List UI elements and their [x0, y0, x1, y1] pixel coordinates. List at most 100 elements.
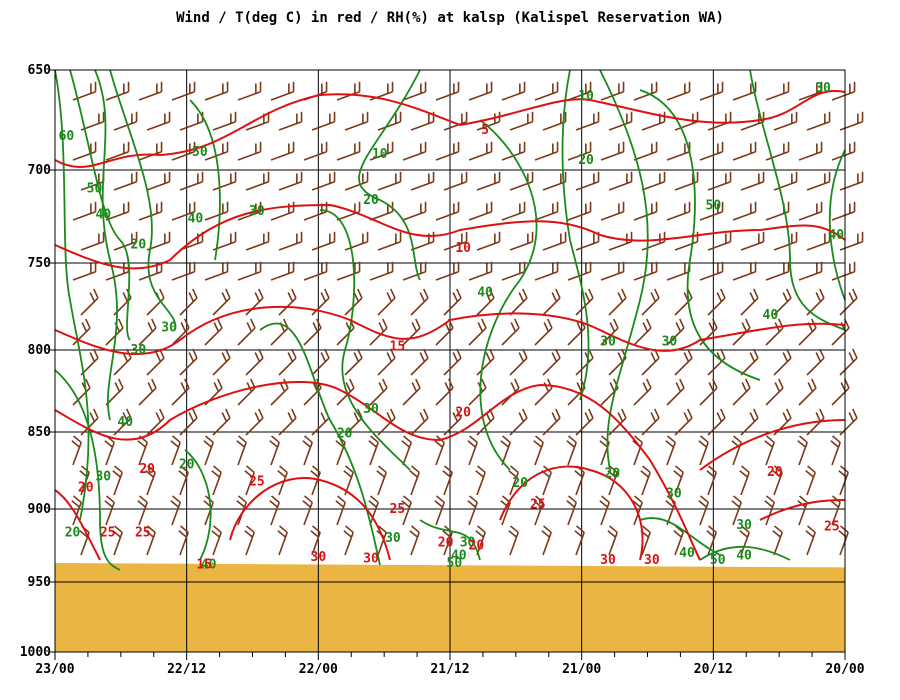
wind-barb	[732, 271, 756, 281]
rh-contour	[94, 69, 118, 421]
wind-barb-feather	[533, 500, 543, 508]
wind-barb	[138, 151, 162, 161]
wind-barb	[699, 211, 723, 221]
rh-contour-label: 40	[736, 549, 752, 564]
wind-barb	[839, 241, 863, 251]
wind-barb-feather	[739, 470, 749, 478]
wind-barb-feather	[246, 525, 255, 534]
wind-barb-feather	[343, 470, 353, 478]
wind-barb	[798, 442, 808, 466]
wind-barb-feather	[634, 435, 643, 444]
wind-barb-feather	[403, 495, 412, 504]
wind-barb-feather	[753, 348, 759, 359]
wind-barb	[839, 181, 863, 191]
wind-barb	[171, 211, 195, 221]
wind-barb	[369, 271, 393, 281]
wind-barb-feather	[386, 292, 393, 302]
wind-barb-feather	[774, 382, 781, 392]
wind-barb	[336, 502, 346, 526]
wind-barb	[171, 91, 195, 101]
wind-barb-feather	[434, 500, 444, 508]
wind-barb	[534, 502, 544, 526]
wind-barb	[773, 241, 797, 251]
wind-barb-feather	[584, 292, 591, 302]
wind-barb-feather	[353, 292, 360, 302]
wind-barb-feather	[467, 440, 477, 448]
wind-barb-feather	[683, 352, 690, 362]
wind-barb	[666, 211, 690, 221]
wind-barb-feather	[93, 348, 99, 359]
wind-barb-feather	[852, 288, 858, 299]
wind-barb-feather	[304, 435, 313, 444]
rh-contour-label: 30	[662, 334, 678, 349]
wind-barb-feather	[646, 318, 652, 329]
wind-barb-feather	[665, 440, 675, 448]
wind-barb-feather	[485, 292, 492, 302]
temperature-contour	[499, 465, 644, 561]
wind-barb	[344, 357, 363, 376]
wind-barb-feather	[815, 292, 822, 302]
rh-contour	[599, 69, 649, 471]
wind-barb	[509, 532, 519, 556]
wind-barb-feather	[510, 465, 519, 474]
wind-barb	[245, 417, 264, 436]
wind-barb-feather	[708, 525, 717, 534]
wind-barb	[806, 121, 830, 131]
wind-barb	[204, 271, 228, 281]
rh-contour	[639, 89, 761, 381]
wind-barb	[798, 502, 808, 526]
wind-barb-feather	[720, 288, 726, 299]
wind-barb	[534, 387, 553, 406]
wind-barb-feather	[522, 348, 528, 359]
wind-barb	[146, 297, 165, 316]
wind-barb-feather	[698, 500, 708, 508]
wind-barb-feather	[535, 435, 544, 444]
wind-barb-feather	[370, 435, 379, 444]
wind-barb	[707, 181, 731, 191]
wind-barb-feather	[683, 412, 690, 422]
wind-barb-feather	[213, 465, 222, 474]
wind-barb-feather	[390, 288, 396, 299]
rh-contour-label: 50	[706, 198, 722, 213]
y-tick-label: 750	[28, 256, 52, 271]
wind-barb-feather	[122, 412, 129, 422]
wind-barb-feather	[716, 292, 723, 302]
wind-barb-feather	[448, 378, 454, 389]
wind-barb	[336, 327, 355, 346]
wind-barb-feather	[178, 470, 188, 478]
rh-contour	[319, 209, 411, 471]
wind-barb	[575, 417, 594, 436]
wind-barb-feather	[184, 318, 190, 329]
rh-contour-label: 20	[605, 467, 621, 482]
wind-barb-feather	[180, 382, 187, 392]
wind-barb	[674, 417, 693, 436]
wind-barb	[138, 442, 148, 466]
wind-barb-feather	[419, 352, 426, 362]
wind-barb	[369, 211, 393, 221]
wind-barb-feather	[650, 292, 657, 302]
rh-contour	[561, 69, 590, 401]
wind-barb-feather	[543, 382, 550, 392]
wind-barb-feather	[786, 348, 792, 359]
wind-barb	[369, 151, 393, 161]
wind-barb-feather	[640, 470, 650, 478]
wind-barb	[608, 532, 618, 556]
rh-contour-label: 40	[201, 557, 217, 572]
wind-barb	[732, 502, 742, 526]
wind-barb-feather	[786, 288, 792, 299]
rh-contour	[69, 69, 131, 341]
wind-barb	[600, 327, 619, 346]
wind-barb-feather	[452, 292, 459, 302]
wind-barb	[501, 211, 525, 221]
temperature-contour-label: 5	[481, 123, 489, 138]
temperature-contour-label: 20	[455, 405, 471, 420]
wind-barb	[146, 532, 156, 556]
wind-barb-feather	[81, 465, 90, 474]
wind-barb	[509, 472, 519, 496]
wind-barb	[369, 387, 388, 406]
wind-barb	[245, 532, 255, 556]
wind-barb-feather	[518, 412, 525, 422]
wind-barb	[303, 271, 327, 281]
wind-barb-feather	[419, 292, 426, 302]
rh-contour-label: 50	[192, 145, 208, 160]
